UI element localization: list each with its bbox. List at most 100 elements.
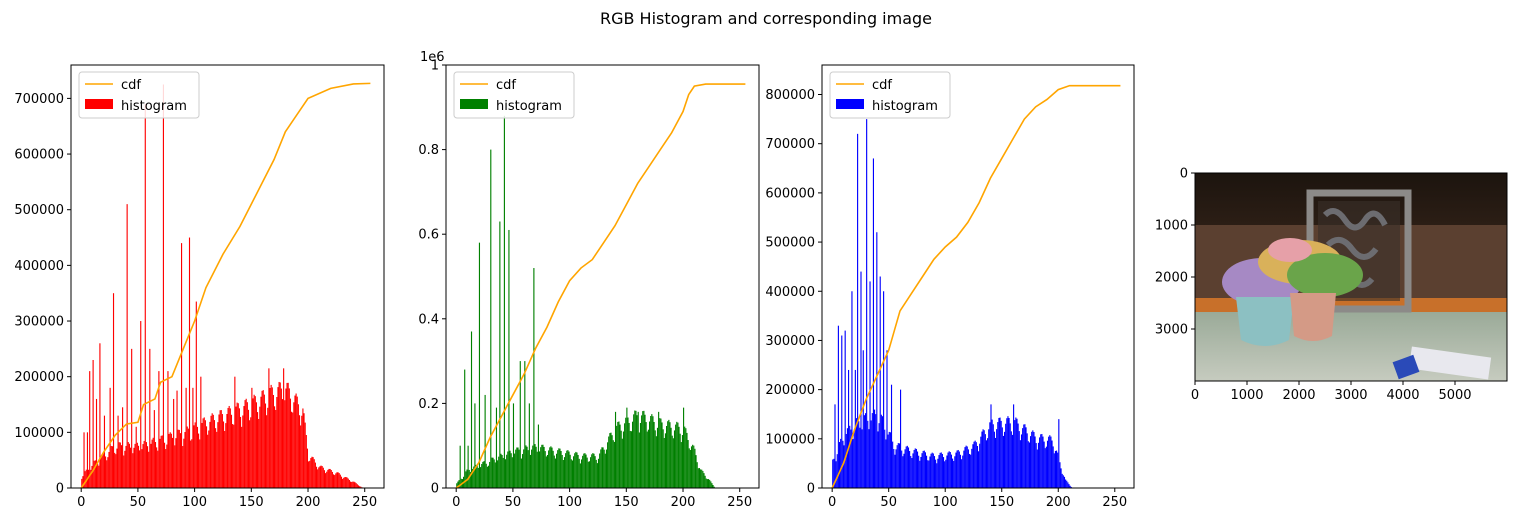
histogram-bar: [252, 398, 254, 488]
histogram-bar: [343, 477, 345, 488]
histogram-bar: [220, 410, 222, 488]
histogram-bar: [678, 426, 680, 488]
histogram-bar: [998, 417, 1000, 488]
histogram-bar: [507, 451, 509, 488]
histogram-bar: [521, 454, 524, 488]
y-tick-label: 0: [807, 482, 815, 497]
histogram-bar: [317, 469, 319, 488]
histogram-bar: [518, 449, 520, 488]
histogram-bar: [524, 361, 526, 488]
histogram-bar: [536, 451, 538, 488]
histogram-bar: [312, 457, 314, 488]
histogram-bar: [692, 444, 694, 488]
histogram-bar: [323, 470, 326, 488]
histogram-bar: [136, 442, 138, 488]
histogram-bar: [971, 448, 973, 488]
histogram-bar: [849, 425, 851, 488]
histogram-bar: [989, 422, 991, 488]
histogram-bar: [153, 410, 155, 488]
histogram-bar: [930, 453, 932, 488]
legend-histogram-label: histogram: [496, 99, 562, 114]
histogram-bar: [82, 476, 84, 488]
histogram-bar: [296, 396, 298, 488]
histogram-bar: [862, 350, 864, 488]
histogram-bar: [101, 454, 103, 488]
histogram-bar: [1020, 434, 1023, 488]
histogram-bar: [286, 382, 288, 488]
histogram-bar: [295, 393, 297, 488]
x-tick-label: 0: [452, 495, 460, 510]
histogram-bar: [351, 481, 353, 488]
histogram-bar: [497, 460, 499, 488]
histogram-bar: [276, 397, 278, 488]
histogram-bar: [112, 293, 115, 488]
legend-cdf-label: cdf: [872, 78, 892, 93]
histogram-bar: [328, 468, 330, 488]
histogram-bar: [577, 454, 579, 488]
x-tick-label: 50: [880, 495, 897, 510]
histogram-bar: [1011, 434, 1014, 488]
histogram-bar: [1059, 462, 1061, 488]
histogram-bar: [911, 458, 913, 488]
histogram-bar: [1034, 436, 1036, 488]
histogram-bar: [649, 421, 651, 488]
histogram-bar: [946, 455, 948, 488]
histogram-bar: [1062, 475, 1064, 488]
histogram-bar: [605, 449, 608, 488]
histogram-bar: [929, 456, 931, 488]
histogram-bar: [1008, 418, 1010, 488]
histogram-bar: [181, 243, 183, 488]
histogram-bar: [330, 470, 332, 488]
histogram-bar: [86, 432, 89, 488]
histogram-bar: [106, 460, 108, 488]
histogram-bar: [305, 435, 307, 488]
histogram-bar: [201, 422, 203, 488]
histogram-bar: [843, 445, 845, 488]
histogram-bar: [584, 453, 586, 488]
histogram-bar: [869, 281, 871, 488]
histogram-bar: [356, 484, 358, 488]
histogram-bar: [478, 242, 481, 488]
histogram-bar: [99, 343, 101, 488]
histogram-bar: [523, 449, 525, 488]
histogram-bar: [647, 429, 649, 488]
histogram-bar: [218, 414, 220, 488]
histogram-bar: [602, 447, 604, 488]
histogram-bar: [304, 422, 306, 488]
histogram-bar: [334, 475, 336, 488]
y-tick-label: 1000: [1155, 219, 1188, 234]
histogram-bar: [580, 459, 583, 488]
histogram-bar: [643, 410, 645, 488]
red-cdf-line: [80, 82, 371, 489]
photo: [1195, 173, 1507, 381]
histogram-bar: [970, 454, 972, 488]
y-tick-label: 600000: [14, 148, 64, 163]
histogram-bar: [1027, 441, 1029, 488]
histogram-bar: [476, 465, 478, 488]
histogram-bar: [900, 389, 902, 488]
histogram-bar: [909, 451, 911, 488]
pink-blossoms: [1268, 238, 1312, 262]
histogram-bar: [161, 435, 163, 488]
histogram-bar: [586, 457, 588, 488]
histogram-bar: [702, 470, 704, 488]
histogram-bar: [952, 458, 954, 488]
histogram-bar: [681, 435, 684, 488]
y-tick-label: 0.8: [418, 143, 439, 158]
histogram-bar: [613, 441, 615, 488]
histogram-bar: [254, 396, 256, 488]
histogram-bar: [836, 454, 838, 488]
histogram-bar: [211, 413, 213, 488]
red-histogram-bars: [81, 84, 363, 489]
histogram-bar: [868, 429, 870, 488]
histogram-bar: [968, 453, 971, 488]
x-tick-label: 100: [933, 495, 958, 510]
histogram-bar: [880, 414, 882, 488]
histogram-bar: [509, 450, 511, 488]
histogram-bar: [132, 453, 134, 488]
histogram-bar: [117, 415, 119, 488]
histogram-bar: [278, 381, 280, 488]
legend-cdf-label: cdf: [121, 78, 141, 93]
histogram-bar: [933, 456, 936, 488]
